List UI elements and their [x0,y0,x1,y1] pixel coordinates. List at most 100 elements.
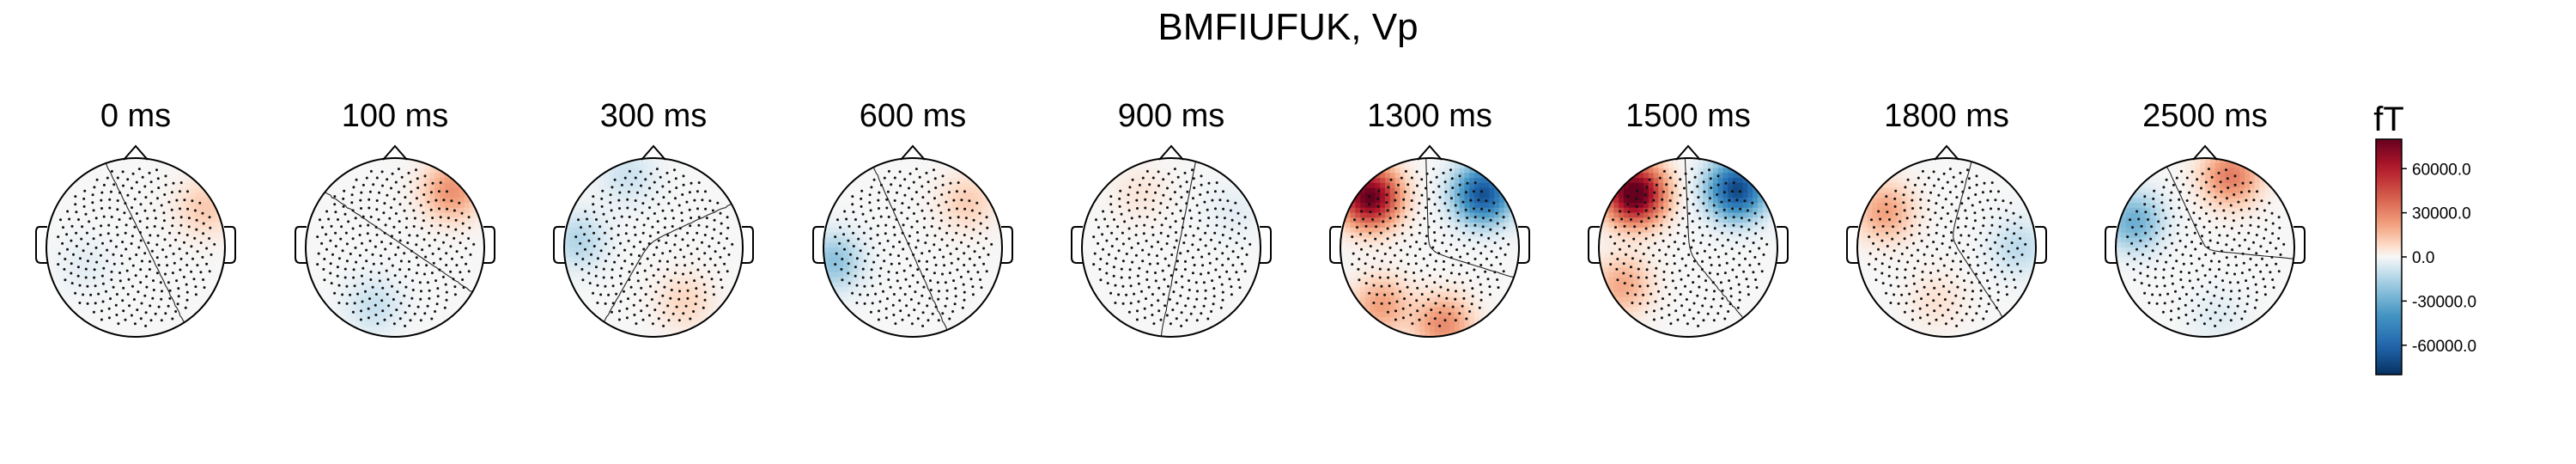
field-cell [469,242,476,248]
field-cell [410,173,416,179]
field-cell [677,223,684,229]
field-cell [564,321,570,328]
field-cell [479,242,484,248]
field-cell [410,321,416,328]
field-cell [370,192,376,198]
field-cell [415,312,421,318]
field-cell [598,178,605,184]
field-cell [404,292,410,298]
field-cell [464,272,471,278]
field-cell [727,223,734,229]
field-cell [140,223,147,229]
field-cell [315,267,321,273]
sensor-dot [93,186,96,189]
field-cell [469,237,476,243]
sensor-dot [586,217,589,221]
sensor-dot [708,199,712,203]
field-cell [360,217,366,223]
sensor-dot [319,218,321,222]
field-cell [145,252,151,259]
sensor-dot [385,269,388,272]
field-cell [568,312,575,318]
sensor-dot [331,253,334,256]
sensor-dot [408,259,410,263]
field-cell [111,198,117,204]
field-cell [330,287,337,293]
sensor-dot [634,199,637,202]
field-cell [677,302,684,308]
field-cell [479,168,484,174]
sensor-dot [705,217,708,220]
field-cell [360,257,366,263]
field-cell [395,232,401,239]
field-cell [215,327,221,333]
sensor-dot [652,274,655,278]
field-cell [702,247,709,253]
sensor-dot [86,242,89,246]
field-cell [677,312,684,318]
field-cell [131,178,137,184]
field-cell [56,203,62,209]
field-cell [609,198,615,204]
field-cell [683,203,690,209]
field-cell [120,192,127,198]
field-cell [165,332,172,337]
field-cell [111,321,117,328]
field-cell [81,252,87,259]
field-cell [390,212,396,218]
field-cell [693,287,699,293]
field-cell [165,302,172,308]
field-cell [190,312,196,318]
field-cell [195,187,201,194]
field-cell [66,242,72,248]
field-cell [51,267,58,273]
field-cell [648,312,654,318]
field-cell [410,168,416,174]
field-cell [588,292,595,298]
field-cell [673,272,679,278]
sensor-dot [673,256,677,259]
field-cell [668,257,674,263]
field-cell [106,257,112,263]
field-cell [598,332,605,337]
field-cell [315,316,321,323]
field-cell [131,267,137,273]
field-cell [355,242,361,248]
field-cell [722,227,729,234]
sensor-markers [316,168,476,327]
field-cell [454,242,460,248]
sensor-dot [382,211,386,215]
field-cell [165,187,172,194]
field-cell [155,296,161,303]
field-cell [584,267,590,273]
field-cell [579,257,585,263]
field-cell [385,272,391,278]
field-cell [629,292,635,298]
sensor-dot [387,304,391,308]
field-cell [713,307,719,313]
field-cell [100,203,106,209]
field-cell [643,296,649,303]
field-cell [434,272,440,278]
field-cell [658,212,665,218]
field-cell [180,232,186,239]
field-cell [86,307,92,313]
field-cell [185,332,191,337]
field-cell [355,187,361,194]
sensor-dot [675,186,678,190]
field-cell [374,282,381,288]
field-cell [66,282,72,288]
field-cell [125,173,131,179]
field-cell [370,198,376,204]
field-cell [878,162,884,169]
field-cell [160,232,167,239]
sensor-dot [408,304,411,308]
left-ear [553,226,565,264]
field-cell [195,242,201,248]
field-cell [677,327,684,333]
field-cell [200,198,206,204]
field-cell [355,332,361,337]
field-cell [449,252,455,259]
sensor-dot [422,193,426,196]
field-cell [370,257,376,263]
